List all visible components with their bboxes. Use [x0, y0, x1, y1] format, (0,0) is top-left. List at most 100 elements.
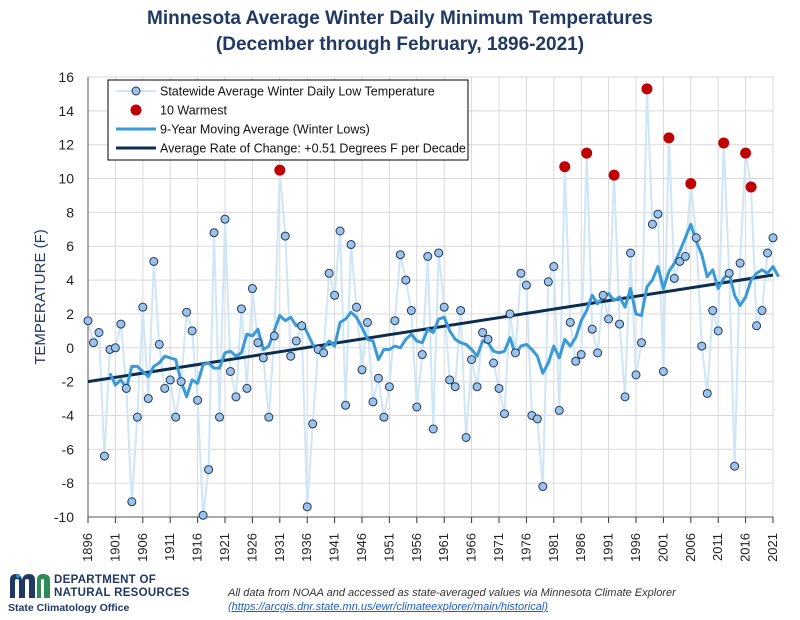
y-axis-label: TEMPERATURE (F): [32, 229, 49, 365]
data-point: [182, 307, 192, 317]
data-point: [669, 273, 679, 283]
axes: 16 14 12 10 8 6 4 2 0 -2 -4 -6 -8 -10 1896 1901 1906 1911…: [32, 69, 780, 562]
y-tick-label: 6: [66, 238, 74, 254]
data-point: [88, 338, 98, 348]
x-tick-label: 1916: [190, 533, 205, 562]
warmest-point: [685, 178, 697, 190]
data-point: [439, 302, 449, 312]
data-point: [187, 326, 197, 336]
x-tick-label: 1906: [135, 533, 150, 562]
data-point: [768, 233, 778, 243]
data-point: [752, 321, 762, 331]
data-point: [730, 461, 740, 471]
data-point: [308, 419, 318, 429]
warmest-point: [740, 147, 752, 159]
y-tick-label: 12: [58, 137, 74, 153]
data-point: [647, 219, 657, 229]
data-point: [362, 317, 372, 327]
data-point: [132, 412, 142, 422]
data-point: [121, 383, 131, 393]
data-point: [341, 400, 351, 410]
dnr-logo: DEPARTMENT OF NATURAL RESOURCES State Cl…: [8, 568, 258, 616]
data-point: [373, 373, 383, 383]
data-point: [516, 268, 526, 278]
data-point: [521, 280, 531, 290]
legend-label: Statewide Average Winter Daily Low Tempe…: [160, 85, 435, 99]
x-tick-label: 1941: [327, 533, 342, 562]
x-tick-label: 1946: [354, 533, 369, 562]
x-tick-label: 1996: [628, 533, 643, 562]
x-tick-label: 2016: [738, 533, 753, 562]
data-point: [390, 316, 400, 326]
legend-swatch-point: [131, 86, 141, 96]
x-tick-label: 1911: [162, 533, 177, 561]
data-point: [724, 268, 734, 278]
data-point: [165, 375, 175, 385]
y-tick-label: -4: [62, 407, 75, 423]
note-text: All data from NOAA and accessed as state…: [228, 587, 676, 599]
data-point: [94, 328, 104, 338]
data-point: [604, 314, 614, 324]
x-tick-label: 1896: [80, 533, 95, 562]
x-tick-label: 1981: [546, 533, 561, 562]
x-tick-label: 1971: [491, 533, 506, 562]
warmest-point: [718, 137, 730, 149]
data-point: [735, 258, 745, 268]
legend-label: Average Rate of Change: +0.51 Degrees F …: [160, 142, 466, 156]
legend-box: [107, 79, 469, 161]
y-tick-label: 14: [58, 103, 74, 119]
data-point: [264, 412, 274, 422]
x-tick-label: 1976: [518, 533, 533, 562]
data-point: [209, 228, 219, 238]
warmest-point: [641, 83, 653, 95]
data-point: [423, 251, 433, 261]
data-point: [215, 412, 225, 422]
data-point: [138, 302, 148, 312]
data-point: [675, 256, 685, 266]
data-point: [636, 338, 646, 348]
x-tick-label: 1926: [244, 533, 259, 562]
legend-swatch-warmest: [130, 104, 142, 116]
data-point: [691, 233, 701, 243]
data-point: [324, 268, 334, 278]
data-point: [532, 414, 542, 424]
data-point: [483, 334, 493, 344]
annual-values-line: [87, 88, 774, 516]
org-line1: DEPARTMENT OF: [54, 574, 157, 586]
data-point: [653, 209, 663, 219]
data-point: [510, 348, 520, 358]
x-tick-label: 1966: [464, 533, 479, 562]
legend-label: 10 Warmest: [160, 104, 227, 118]
data-point: [626, 248, 636, 258]
data-point: [401, 275, 411, 285]
data-point: [505, 309, 515, 319]
data-point: [231, 392, 241, 402]
data-point: [99, 451, 109, 461]
data-point: [198, 510, 208, 520]
source-link[interactable]: (https://arcgis.dnr.state.mn.us/ewr/clim…: [228, 601, 548, 613]
data-point: [379, 412, 389, 422]
data-point: [576, 350, 586, 360]
x-tick-label: 2011: [710, 533, 725, 561]
y-tick-label: 4: [66, 272, 74, 288]
data-point: [176, 377, 186, 387]
y-tick-label: -2: [62, 374, 75, 390]
data-point: [598, 290, 608, 300]
data-point: [116, 319, 126, 329]
data-point: [225, 366, 235, 376]
data-point: [494, 383, 504, 393]
data-point: [247, 284, 257, 294]
chart-subtitle: (December through February, 1896-2021): [215, 34, 585, 55]
data-point: [352, 302, 362, 312]
data-point: [160, 383, 170, 393]
x-tick-label: 1901: [107, 533, 122, 562]
org-line2: NATURAL RESOURCES: [54, 587, 190, 599]
data-point: [384, 382, 394, 392]
data-point: [549, 262, 559, 272]
data-point: [620, 392, 630, 402]
x-tick-label: 2021: [765, 533, 780, 562]
data-point: [445, 375, 455, 385]
data-point: [193, 395, 203, 405]
data-point: [253, 338, 263, 348]
data-point: [697, 341, 707, 351]
